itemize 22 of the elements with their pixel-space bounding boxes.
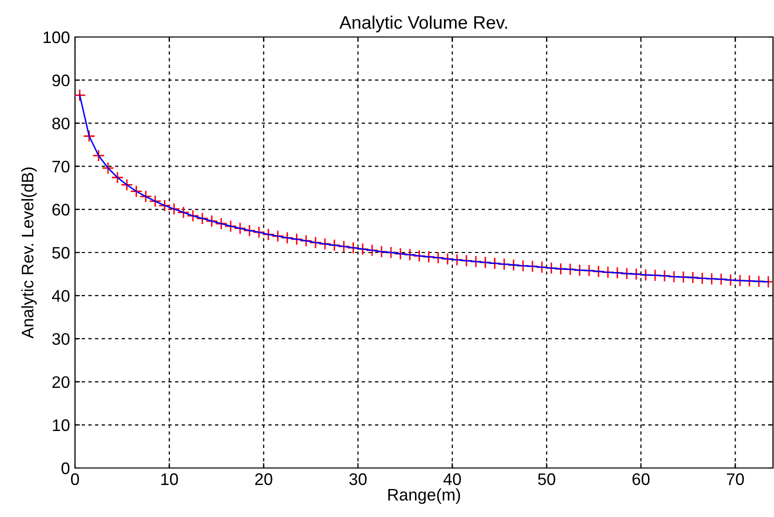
chart-title: Analytic Volume Rev. (339, 16, 507, 32)
y-tick-label: 70 (52, 160, 70, 173)
y-tick-label: 100 (44, 31, 70, 44)
y-tick-label: 0 (62, 462, 70, 474)
x-tick-label: 20 (255, 473, 272, 486)
y-tick-label: 40 (52, 290, 70, 302)
x-tick-label: 0 (71, 473, 79, 486)
y-tick-label: 60 (52, 204, 70, 216)
y-tick-label: 20 (52, 376, 70, 388)
x-tick-label: 70 (726, 473, 744, 486)
y-tick-label: 10 (52, 419, 70, 432)
y-tick-label: 50 (52, 246, 70, 259)
x-tick-label: 30 (349, 473, 367, 486)
x-tick-label: 50 (538, 473, 556, 486)
x-tick-label: 10 (161, 473, 178, 486)
y-tick-label: 30 (52, 333, 70, 345)
y-tick-label: 80 (52, 118, 70, 130)
x-tick-label: 40 (443, 473, 461, 486)
y-tick-label: 90 (52, 74, 70, 86)
y-axis-title: Analytic Rev. Level(dB) (21, 168, 37, 338)
x-axis-title: Range(m) (388, 488, 460, 504)
x-tick-label: 60 (632, 473, 650, 486)
